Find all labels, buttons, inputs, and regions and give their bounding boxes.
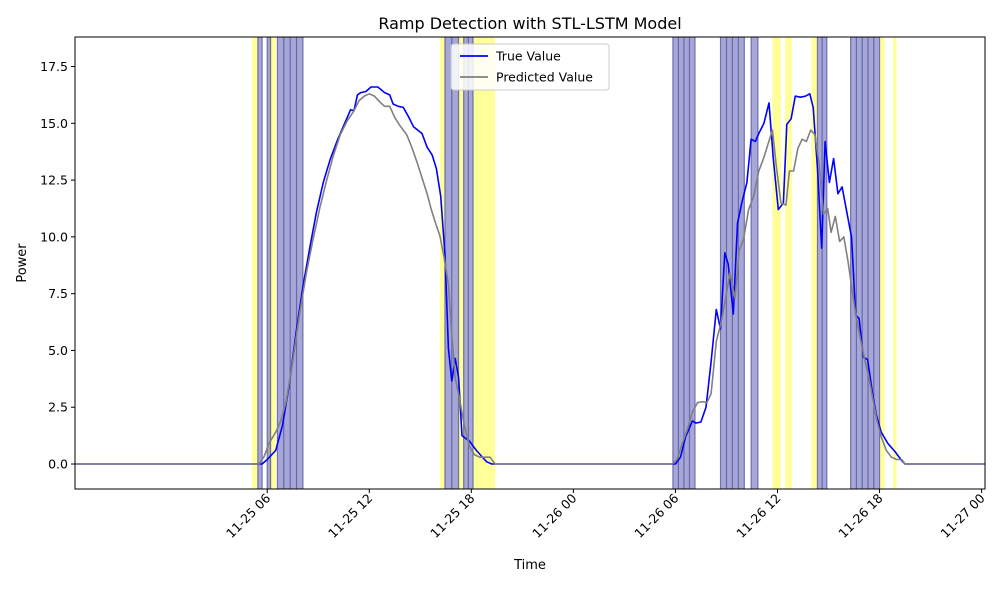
plot-area-frame: [74, 36, 986, 490]
legend-label: Predicted Value: [496, 70, 593, 85]
x-tick-label: 11-25 18: [427, 490, 477, 540]
yellow-span: [879, 37, 885, 489]
y-axis-title: Power: [15, 243, 30, 283]
yellow-span: [785, 37, 792, 489]
x-tick-label: 11-25 06: [223, 490, 273, 540]
ramp-span: [267, 37, 271, 489]
yellow-span: [457, 37, 465, 489]
x-tick-label: 11-25 12: [325, 491, 375, 541]
x-tick-label: 11-26 12: [733, 491, 783, 541]
yellow-span: [268, 37, 276, 489]
x-tick-label: 11-26 18: [835, 490, 885, 540]
series-lines: [75, 86, 985, 465]
yellow-span: [251, 37, 258, 489]
y-tick-label: 0.0: [48, 457, 68, 472]
yellow-span: [772, 37, 781, 489]
x-tick-label: 11-26 00: [529, 490, 579, 540]
yellow-span: [893, 37, 897, 489]
x-tick-label: 11-27 00: [937, 490, 987, 540]
chart-title: Ramp Detection with STL-LSTM Model: [378, 14, 681, 33]
y-tick-label: 2.5: [48, 400, 68, 415]
legend: True Value Predicted Value: [450, 43, 610, 91]
y-tick-label: 15.0: [40, 116, 68, 131]
x-axis-title: Time: [513, 558, 546, 573]
yellow-span: [811, 37, 818, 489]
y-tick-label: 5.0: [48, 343, 68, 358]
legend-label: True Value: [495, 49, 561, 64]
series-line-predicted-value: [75, 93, 985, 465]
yellow-span: [439, 37, 445, 489]
ramp-highlight-spans: [251, 37, 897, 489]
y-tick-label: 10.0: [40, 229, 68, 244]
legend-box: [450, 43, 610, 91]
x-tick-label: 11-26 06: [631, 490, 681, 540]
y-tick-label: 17.5: [40, 59, 68, 74]
ramp-span: [850, 37, 880, 489]
x-axis: 11-25 06 11-25 12 11-25 18 11-26 00 11-26 06…: [223, 489, 988, 541]
y-axis: 0.0 2.5 5.0 7.5 10.0 12.5 15.0 17.5: [40, 59, 75, 472]
y-tick-label: 12.5: [40, 173, 68, 188]
ramp-span: [257, 37, 263, 489]
series-line-true-value: [75, 86, 985, 465]
yellow-span: [473, 37, 496, 489]
y-tick-label: 7.5: [48, 286, 68, 301]
ramp-span: [751, 37, 758, 489]
